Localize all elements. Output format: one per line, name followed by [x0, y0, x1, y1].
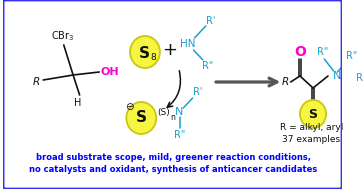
Text: S: S	[139, 46, 150, 60]
Text: R": R"	[317, 47, 328, 57]
Text: 8: 8	[151, 53, 156, 63]
Text: O: O	[294, 45, 306, 59]
Text: N: N	[333, 71, 341, 81]
Text: broad substrate scope, mild, greener reaction conditions,: broad substrate scope, mild, greener rea…	[36, 153, 310, 163]
Text: OH: OH	[100, 67, 119, 77]
Text: S: S	[309, 108, 318, 121]
Text: 37 examples: 37 examples	[282, 136, 340, 145]
Text: N: N	[175, 107, 184, 117]
Text: H: H	[74, 98, 81, 108]
Text: R': R'	[193, 87, 202, 97]
Text: CBr$_3$: CBr$_3$	[51, 29, 74, 43]
Text: no catalysts and oxidant, synthesis of anticancer candidates: no catalysts and oxidant, synthesis of a…	[29, 166, 317, 174]
Text: R': R'	[206, 16, 215, 26]
Text: R = alkyl, aryl: R = alkyl, aryl	[280, 123, 343, 132]
Circle shape	[126, 102, 156, 134]
Text: R": R"	[202, 61, 213, 71]
Text: HN: HN	[180, 39, 196, 49]
Circle shape	[300, 100, 326, 128]
Text: R": R"	[346, 51, 357, 61]
Circle shape	[130, 36, 160, 68]
Text: n: n	[171, 112, 175, 122]
Text: R: R	[282, 77, 289, 87]
FancyArrowPatch shape	[167, 71, 180, 107]
Text: (S): (S)	[157, 108, 170, 116]
Text: R": R"	[174, 130, 185, 140]
Text: ⊖: ⊖	[125, 102, 134, 112]
Text: +: +	[162, 41, 177, 59]
Text: R': R'	[356, 73, 363, 83]
Text: S: S	[136, 111, 147, 125]
Text: R: R	[33, 77, 40, 87]
